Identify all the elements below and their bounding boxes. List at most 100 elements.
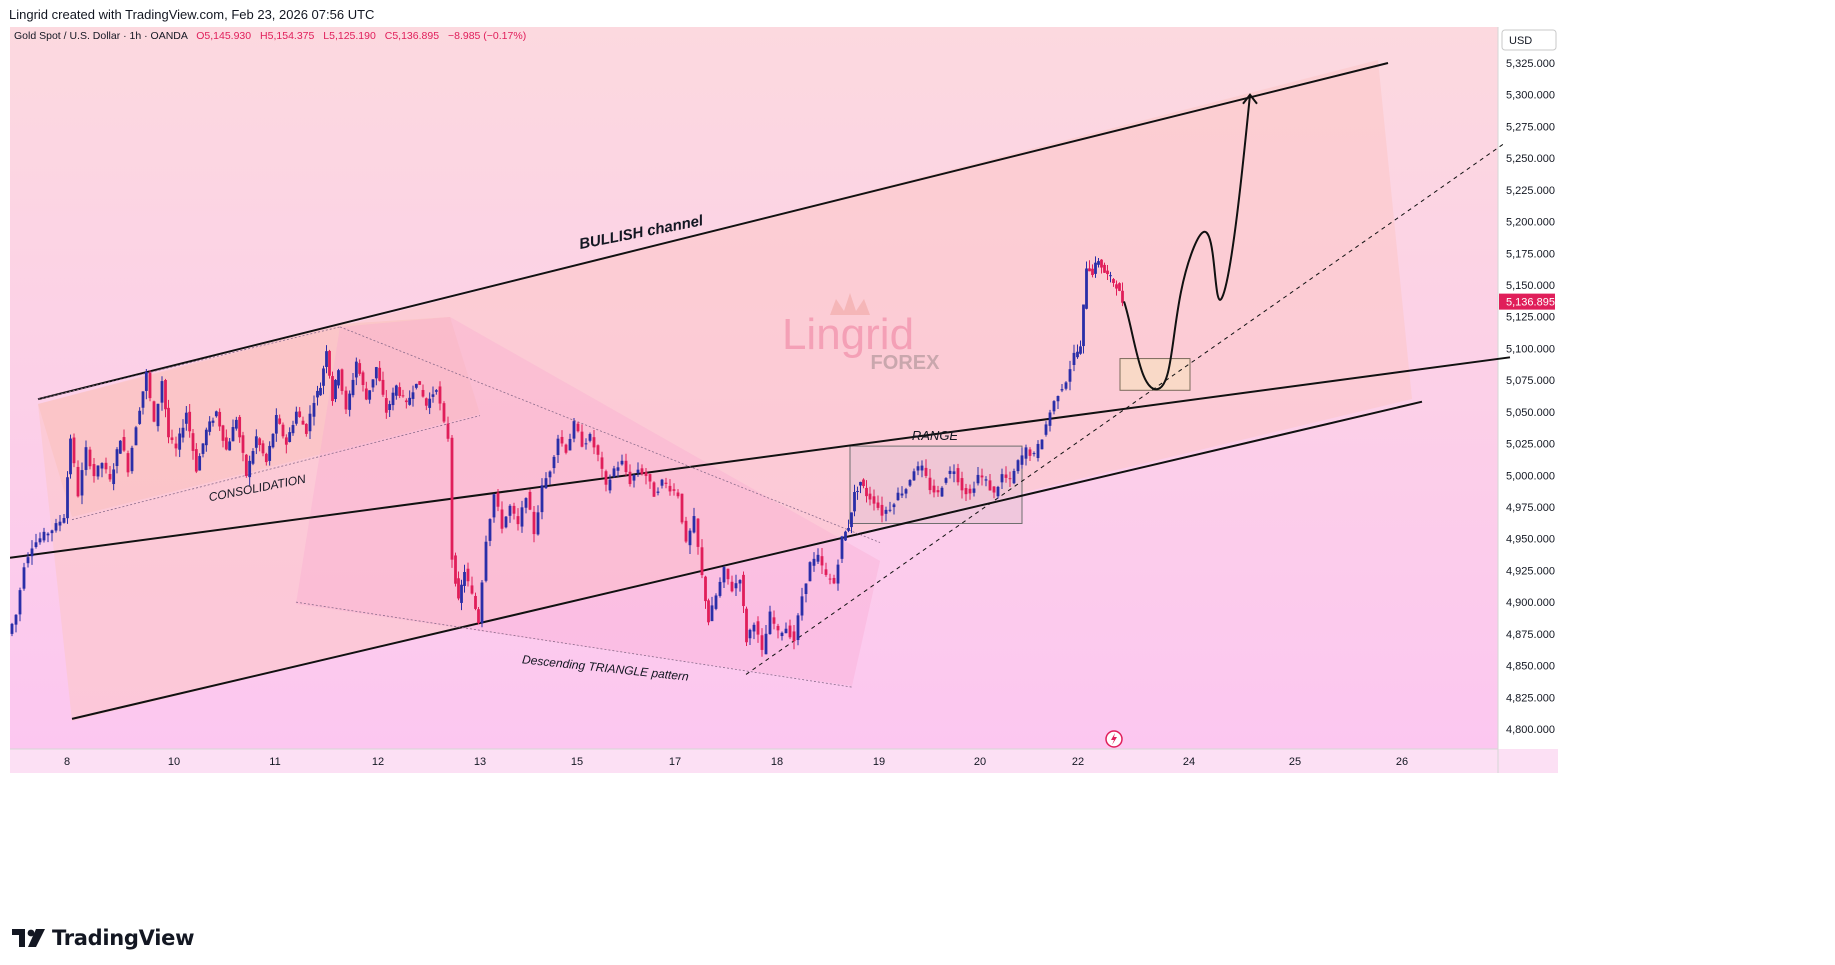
candle-body xyxy=(431,394,435,397)
candle-body xyxy=(298,411,302,417)
last-price-tag-box xyxy=(1499,293,1555,310)
candle-body xyxy=(66,477,69,519)
candle-body xyxy=(952,471,956,474)
candle-body xyxy=(664,482,668,484)
candle-body xyxy=(316,390,319,398)
candle-body xyxy=(421,389,425,397)
candle-body xyxy=(496,492,500,507)
candle-body xyxy=(126,453,130,473)
candle-body xyxy=(636,469,640,474)
candle-body xyxy=(572,421,576,439)
candle-body xyxy=(840,536,844,559)
candle-body xyxy=(820,556,824,566)
candle-body xyxy=(152,401,156,422)
candle-body xyxy=(576,423,580,432)
candle-body xyxy=(500,509,504,529)
candle-body xyxy=(756,621,760,635)
candle-body xyxy=(1008,478,1012,480)
candle-body xyxy=(504,516,508,528)
candle-body xyxy=(992,486,996,493)
candle-body xyxy=(244,454,248,476)
candle-body xyxy=(384,398,388,413)
candle-body xyxy=(516,516,520,525)
candle-body xyxy=(672,489,676,491)
candle-body xyxy=(707,600,710,623)
price-axis-background xyxy=(1498,27,1558,749)
price-chart[interactable]: Lingrid FOREX BULLISH channel CONSOLIDAT… xyxy=(9,27,1825,905)
candle-body xyxy=(648,474,652,482)
candle-body xyxy=(268,445,272,461)
candle-body xyxy=(50,530,54,534)
time-tick-label: 22 xyxy=(1072,756,1084,768)
candle-body xyxy=(84,447,88,470)
candle-body xyxy=(115,449,119,467)
candle-body xyxy=(900,493,904,496)
candle-body xyxy=(968,488,972,494)
price-tick-label: 5,225.000 xyxy=(1506,185,1555,197)
candle-body xyxy=(340,369,344,391)
candle-body xyxy=(337,370,340,386)
tradingview-brand[interactable]: TradingView xyxy=(12,925,194,951)
legend-change: −8.985 (−0.17%) xyxy=(448,30,526,42)
candle-body xyxy=(710,605,714,622)
candle-body xyxy=(424,398,428,406)
candle-body xyxy=(231,427,235,442)
candle-body xyxy=(325,351,328,367)
price-axis[interactable]: 4,800.000 4,825.000 4,850.000 4,875.000 4,90… xyxy=(1506,58,1555,736)
price-tick-label: 5,300.000 xyxy=(1506,90,1555,102)
candle-body xyxy=(800,596,804,616)
price-tick-label: 4,875.000 xyxy=(1506,629,1555,641)
candle-body xyxy=(936,490,940,493)
attribution: Lingrid created with TradingView.com, Fe… xyxy=(9,7,375,22)
candle-body xyxy=(680,493,684,523)
time-tick-label: 8 xyxy=(64,756,70,768)
candle-body xyxy=(752,624,756,632)
candle-body xyxy=(1020,455,1024,465)
candle-body xyxy=(548,471,552,478)
candle-body xyxy=(92,464,96,477)
candle-body xyxy=(361,372,365,386)
candle-body xyxy=(358,363,362,374)
price-tick-label: 4,825.000 xyxy=(1506,692,1555,704)
candle-body xyxy=(34,542,38,547)
currency-box[interactable] xyxy=(1501,29,1557,51)
candle-body xyxy=(130,447,134,472)
candle-body xyxy=(528,491,532,510)
candle-body xyxy=(564,444,568,453)
candle-body xyxy=(853,491,856,512)
candle-body xyxy=(748,629,752,639)
price-tick-label: 5,150.000 xyxy=(1506,280,1555,292)
candle-body xyxy=(160,381,164,403)
lightning-icon[interactable] xyxy=(1105,730,1123,748)
candle-body xyxy=(170,437,174,441)
candle-body xyxy=(536,512,540,535)
price-tick-label: 4,975.000 xyxy=(1506,502,1555,514)
candle-body xyxy=(796,615,800,641)
candle-body xyxy=(676,492,680,497)
candle-body xyxy=(1100,259,1103,268)
candle-body xyxy=(868,493,872,500)
candle-body xyxy=(812,558,816,566)
support-dashed-line xyxy=(745,142,1506,675)
candle-body xyxy=(847,527,850,531)
price-tick-label: 5,000.000 xyxy=(1506,470,1555,482)
candle-body xyxy=(291,425,295,434)
time-axis[interactable]: 8 10 11 12 13 15 17 18 19 20 22 24 25 26 xyxy=(64,756,1408,768)
zones-layer xyxy=(849,358,1191,524)
candle-body xyxy=(404,400,408,403)
chart-area[interactable]: Lingrid FOREX BULLISH channel CONSOLIDAT… xyxy=(9,27,1825,905)
candle-body xyxy=(191,433,195,451)
candle-body xyxy=(418,381,422,385)
candle-body xyxy=(141,391,145,408)
candle-body xyxy=(876,502,880,508)
projection-layer xyxy=(1123,93,1258,391)
price-tick-label: 5,275.000 xyxy=(1506,121,1555,133)
candle-body xyxy=(368,390,372,400)
candle-body xyxy=(984,479,988,481)
candle-body xyxy=(214,411,218,417)
candle-body xyxy=(808,562,812,582)
projection-path xyxy=(1123,94,1251,391)
candle-body xyxy=(1103,264,1106,273)
time-tick-label: 15 xyxy=(571,756,583,768)
candle-body xyxy=(221,425,225,441)
